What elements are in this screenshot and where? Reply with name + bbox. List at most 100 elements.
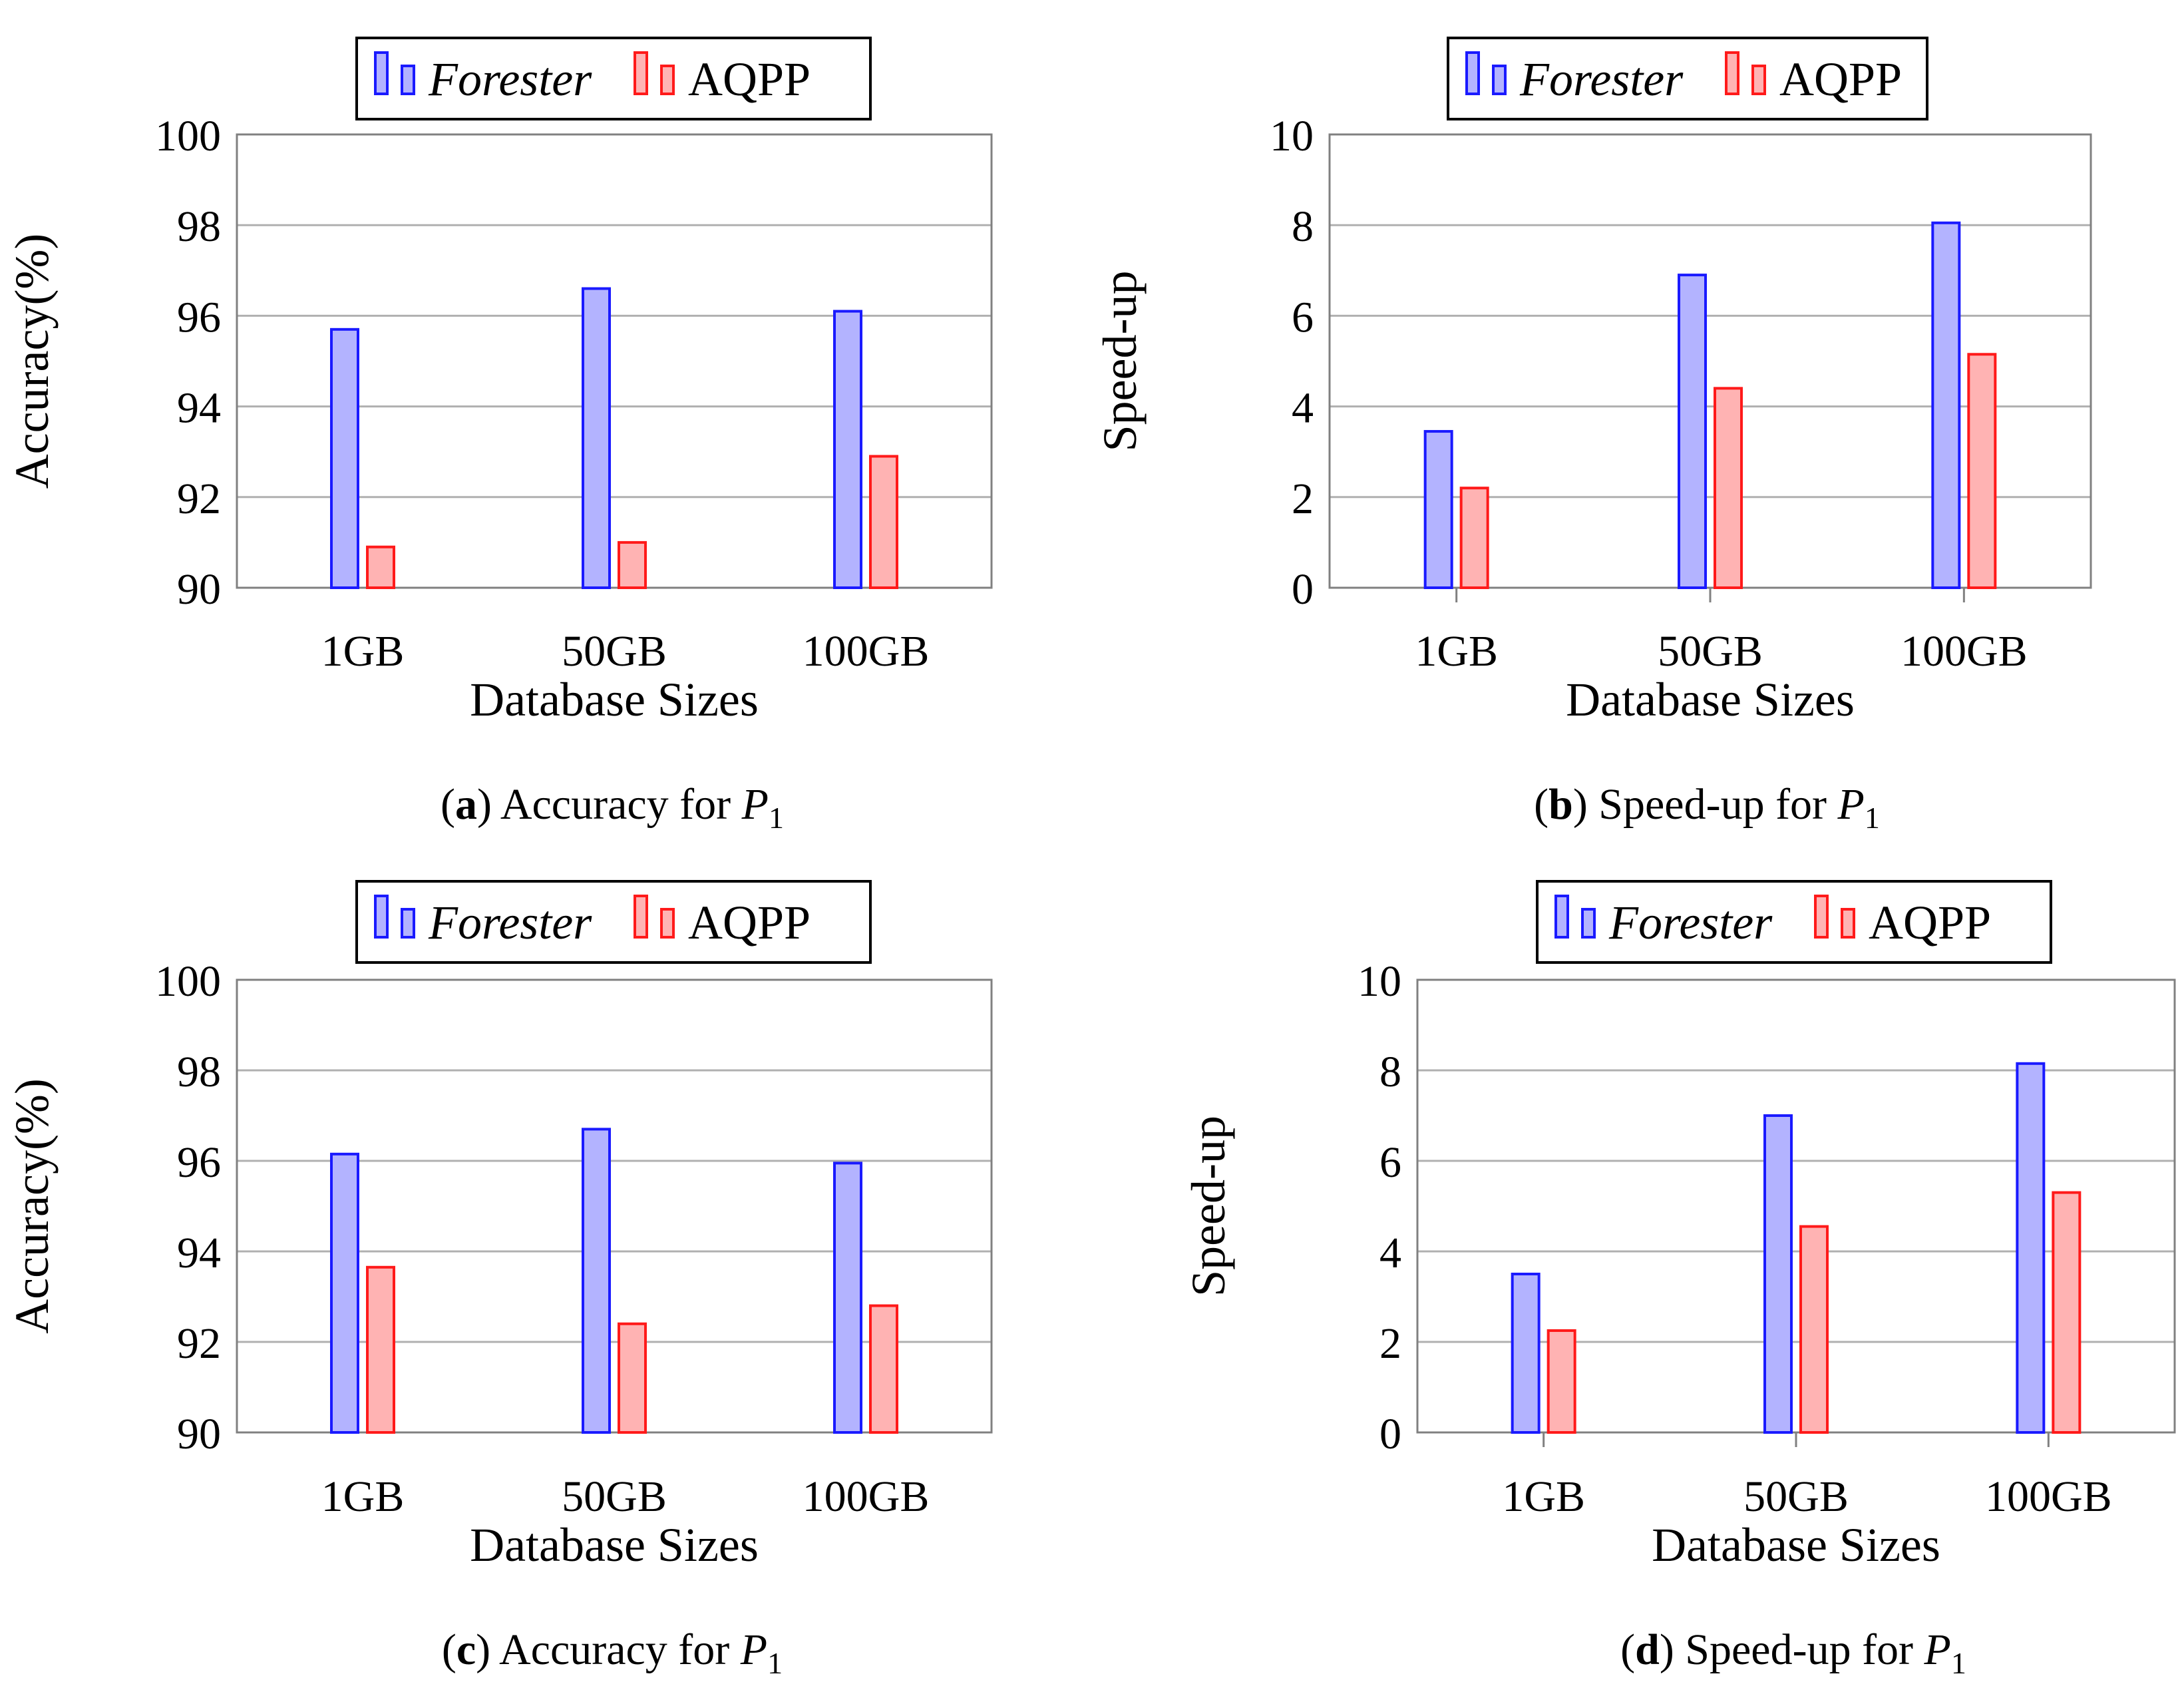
legend-swatch-aqpp	[660, 65, 675, 95]
legend-label-forester: Forester	[428, 896, 592, 949]
bar-aqpp-50gb	[1714, 387, 1743, 589]
y-tick-label: 92	[177, 475, 221, 523]
x-axis-label: Database Sizes	[470, 1518, 759, 1572]
y-tick-label: 8	[1292, 202, 1314, 251]
y-tick-label: 92	[177, 1319, 221, 1368]
bar-aqpp-50gb	[1799, 1225, 1829, 1434]
y-tick-label: 10	[1270, 112, 1314, 160]
y-axis-label: Accuracy(%)	[5, 234, 59, 489]
legend-swatch-forester	[401, 908, 415, 939]
y-axis-label: Speed-up	[1093, 271, 1147, 452]
x-axis-label: Database Sizes	[470, 673, 759, 726]
caption-letter: c	[456, 1625, 476, 1674]
y-tick-label: 0	[1292, 565, 1314, 614]
bar-aqpp-1gb	[1547, 1329, 1576, 1434]
legend-label-aqpp: AQPP	[1779, 53, 1902, 106]
legend-swatch-forester	[1581, 908, 1596, 939]
bar-forester-50gb	[582, 287, 611, 589]
caption-letter: b	[1548, 780, 1573, 829]
legend: Forester AQPP	[1447, 37, 1928, 120]
bar-forester-100gb	[833, 1162, 862, 1434]
bar-aqpp-100gb	[2052, 1191, 2082, 1434]
legend-swatch-forester	[374, 895, 389, 939]
y-tick-label: 96	[177, 293, 221, 341]
bar-aqpp-1gb	[366, 1265, 395, 1434]
bar-forester-1gb	[1511, 1273, 1541, 1434]
chart-panel-c: 90 92 94 96 98 100 1GB 50GB 100GB Database Sizes A…	[5, 880, 993, 1680]
y-tick-label: 10	[1358, 957, 1401, 1006]
y-tick-label: 90	[177, 565, 221, 614]
y-tick-label: 100	[155, 957, 221, 1006]
legend-swatch-forester	[1554, 895, 1569, 939]
legend-label-aqpp: AQPP	[688, 53, 811, 106]
bar-aqpp-50gb	[618, 540, 647, 590]
legend-box	[355, 37, 872, 120]
x-tick-label: 100GB	[1985, 1472, 2112, 1521]
y-tick-label: 2	[1292, 475, 1314, 523]
x-tick-label: 50GB	[562, 627, 667, 676]
x-axis-label: Database Sizes	[1652, 1518, 1940, 1572]
bar-aqpp-1gb	[1459, 487, 1489, 589]
y-tick-label: 6	[1292, 293, 1314, 341]
legend-box	[1447, 37, 1928, 120]
figure-caption: (a) Accuracy for P1	[441, 780, 784, 835]
y-tick-label: 94	[177, 1229, 221, 1277]
caption-letter: a	[455, 780, 477, 829]
x-tick-label: 1GB	[321, 1472, 405, 1521]
chart-panel-d: 0 2 4 6 8 10 1GB 50GB 100GB Database Sizes Speed-u…	[1182, 880, 2176, 1680]
y-tick-label: 98	[177, 202, 221, 251]
legend-label-aqpp: AQPP	[1869, 896, 1991, 949]
x-tick-label: 1GB	[1502, 1472, 1585, 1521]
legend-swatch-aqpp	[1751, 65, 1766, 95]
y-tick-label: 98	[177, 1048, 221, 1096]
y-axis-label: Speed-up	[1182, 1116, 1235, 1297]
legend-swatch-aqpp	[634, 895, 648, 939]
x-tick-label: 100GB	[803, 1472, 930, 1521]
y-tick-label: 4	[1292, 384, 1314, 433]
legend: Forester AQPP	[1536, 880, 2052, 964]
caption-letter: d	[1635, 1625, 1660, 1674]
legend-swatch-forester	[401, 65, 415, 95]
figure-caption: (c) Accuracy for P1	[442, 1625, 783, 1680]
bar-forester-50gb	[1763, 1114, 1793, 1434]
bar-forester-100gb	[2016, 1062, 2046, 1434]
legend-swatch-aqpp	[1841, 908, 1855, 939]
bar-aqpp-100gb	[1967, 353, 1997, 589]
legend-label-forester: Forester	[1519, 53, 1684, 106]
legend-label-forester: Forester	[428, 53, 592, 106]
x-tick-label: 100GB	[1901, 627, 2028, 676]
legend-swatch-aqpp	[634, 51, 648, 95]
legend-swatch-forester	[1492, 65, 1507, 95]
figure-caption: (d) Speed-up for P1	[1620, 1625, 1966, 1680]
legend-label-forester: Forester	[1608, 896, 1773, 949]
x-axis-label: Database Sizes	[1566, 673, 1855, 726]
plot-frame	[236, 133, 993, 589]
legend-label-aqpp: AQPP	[688, 896, 811, 949]
legend-swatch-aqpp	[660, 908, 675, 939]
y-tick-label: 8	[1379, 1048, 1401, 1096]
x-tick-label: 1GB	[1415, 627, 1498, 676]
chart-panel-a: 90 92 94 96 98 100 1GB 50GB 100GB Database Sizes A…	[5, 37, 993, 835]
y-tick-label: 96	[177, 1138, 221, 1187]
legend-box	[355, 880, 872, 964]
y-tick-label: 100	[155, 112, 221, 160]
legend: Forester AQPP	[355, 880, 872, 964]
legend: Forester AQPP	[355, 37, 872, 120]
x-tick-label: 1GB	[321, 627, 405, 676]
y-axis-label: Accuracy(%)	[5, 1078, 59, 1334]
legend-swatch-aqpp	[1814, 895, 1829, 939]
legend-swatch-forester	[374, 51, 389, 95]
plot-frame	[236, 978, 993, 1434]
x-tick-label: 100GB	[803, 627, 930, 676]
bar-forester-100gb	[833, 310, 862, 589]
x-tick-label: 50GB	[562, 1472, 667, 1521]
legend-swatch-forester	[1465, 51, 1480, 95]
x-tick-label: 50GB	[1658, 627, 1763, 676]
bar-forester-1gb	[1423, 430, 1453, 589]
figure-caption: (b) Speed-up for P1	[1534, 780, 1880, 835]
bar-forester-1gb	[330, 1152, 359, 1434]
y-tick-label: 6	[1379, 1138, 1401, 1187]
x-tick-label: 50GB	[1743, 1472, 1849, 1521]
chart-panel-b: 0 2 4 6 8 10 1GB 50GB 100GB Database Sizes Speed-u…	[1093, 37, 2092, 835]
